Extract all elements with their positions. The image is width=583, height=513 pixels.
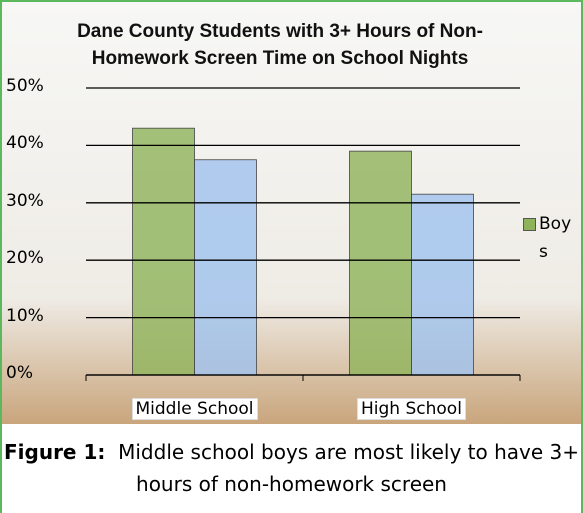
x-tick-label: Middle School — [131, 398, 258, 420]
caption: Figure 1: Middle school boys are most li… — [0, 424, 583, 513]
caption-label: Figure 1: — [4, 440, 106, 464]
chart — [2, 2, 581, 424]
y-tick-label: 20% — [6, 248, 44, 269]
legend-label: Boys — [539, 214, 572, 262]
y-tick-label: 40% — [6, 133, 44, 154]
x-tick-label: High School — [357, 398, 466, 420]
y-tick-label: 30% — [6, 190, 44, 211]
figure-frame — [0, 0, 583, 426]
y-tick-label: 10% — [6, 305, 44, 326]
bar — [132, 127, 195, 376]
background — [2, 2, 581, 424]
legend-key — [523, 217, 536, 231]
y-tick-label: 0% — [6, 363, 33, 383]
chart-title: Dane County Students with 3+ Hours of No… — [77, 21, 483, 69]
bar — [194, 159, 257, 376]
caption-text: Middle school boys are most likely to ha… — [118, 440, 579, 496]
bar — [411, 193, 474, 376]
bar — [349, 150, 412, 376]
legend: Boys — [523, 210, 583, 266]
y-tick-label: 50% — [6, 76, 44, 96]
